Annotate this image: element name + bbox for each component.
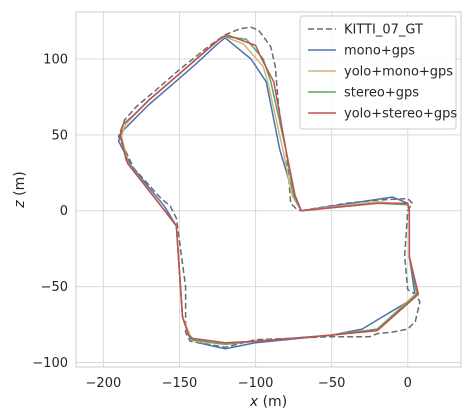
series-line-0 <box>117 26 421 349</box>
y-tick-label: 100 <box>43 53 68 68</box>
x-axis-label: x (m) <box>249 394 287 410</box>
x-tick-label: −150 <box>162 376 198 391</box>
x-tick-label: 0 <box>404 376 412 391</box>
legend-box <box>299 15 457 130</box>
x-tick-label: −200 <box>86 376 122 391</box>
x-tick-label: −100 <box>238 376 274 391</box>
series-group <box>117 26 421 350</box>
y-axis-symbol: z <box>12 200 28 209</box>
legend-label: mono+gps <box>344 44 415 59</box>
y-tick-label: 50 <box>51 128 68 143</box>
y-tick-label: −100 <box>32 356 68 371</box>
legend: KITTI_07_GT mono+gps yolo+mono+gps stereo+g… <box>299 15 457 130</box>
x-tick-label: −50 <box>318 376 345 391</box>
ticks: −200 −150 −100 −50 0 −100 −50 0 50 100 <box>32 53 412 391</box>
y-axis-label: z (m) <box>12 171 28 208</box>
series-line-4 <box>119 34 420 344</box>
x-axis-symbol: x <box>249 394 259 410</box>
legend-label: stereo+gps <box>344 86 419 101</box>
x-axis-unit: (m) <box>258 394 287 410</box>
y-tick-label: 0 <box>60 204 68 219</box>
y-tick-label: −50 <box>41 280 68 295</box>
legend-label: yolo+mono+gps <box>344 65 453 80</box>
series-line-1 <box>117 37 417 350</box>
legend-label: yolo+stereo+gps <box>344 107 457 122</box>
legend-label: KITTI_07_GT <box>344 23 423 38</box>
plot-frame <box>75 11 462 368</box>
y-axis-unit: (m) <box>12 171 28 200</box>
